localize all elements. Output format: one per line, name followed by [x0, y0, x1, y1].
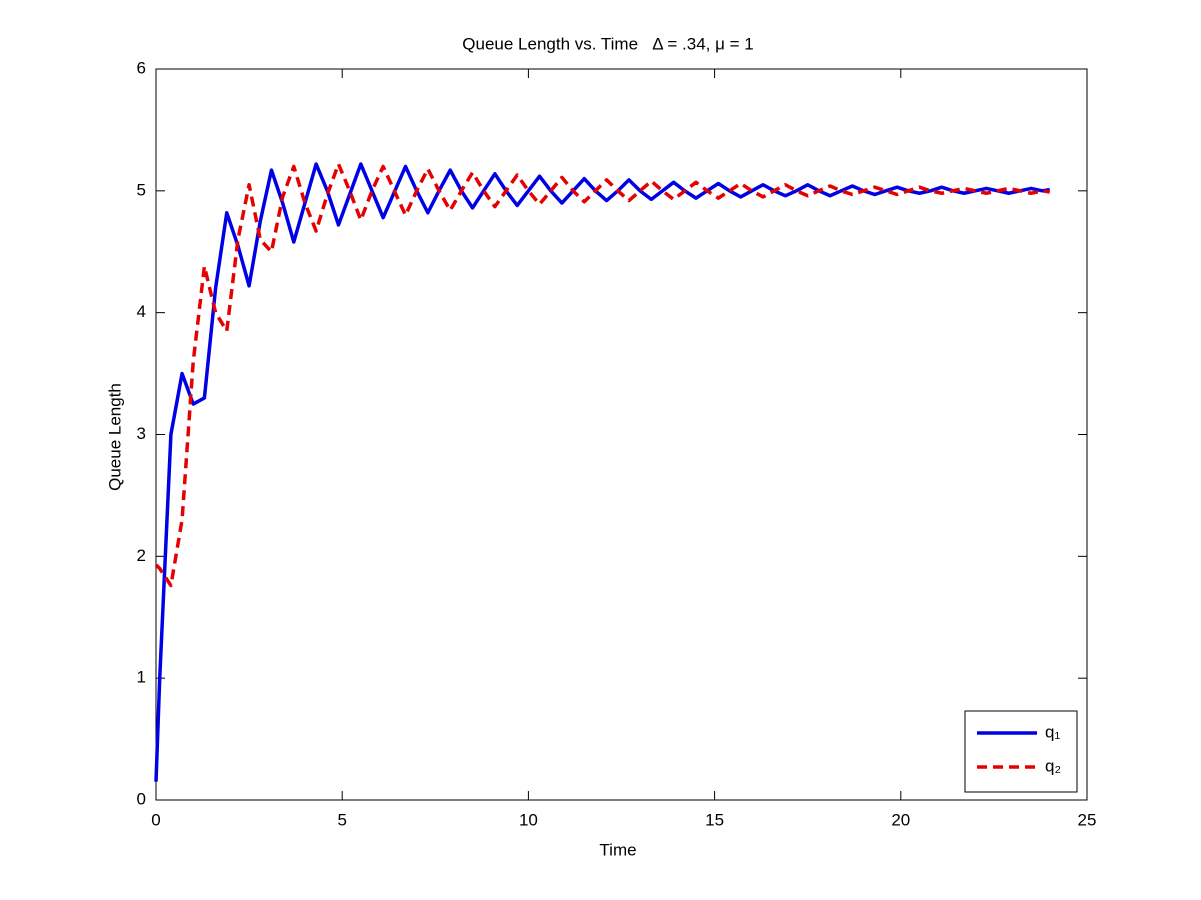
y-tick-label: 4	[137, 302, 146, 321]
x-axis-label: Time	[599, 840, 636, 859]
legend-box	[964, 710, 1078, 793]
chart-title: Queue Length vs. Time Δ = .34, μ = 1	[462, 34, 753, 53]
x-tick-label: 10	[519, 810, 538, 829]
y-tick-label: 1	[137, 668, 146, 687]
x-tick-label: 20	[891, 810, 910, 829]
legend-label: q₂	[1045, 756, 1061, 775]
plot-frame	[155, 68, 1088, 801]
y-tick-label: 3	[137, 424, 146, 443]
series-line	[154, 162, 1051, 588]
y-tick-label: 0	[137, 789, 146, 808]
x-tick-label: 0	[151, 810, 160, 829]
y-tick-label: 6	[137, 58, 146, 77]
y-tick-label: 5	[137, 180, 146, 199]
series-line	[154, 162, 1051, 782]
x-tick-label: 15	[705, 810, 724, 829]
legend-label: q₁	[1045, 722, 1060, 741]
y-axis-label: Queue Length	[105, 383, 124, 491]
x-tick-label: 25	[1078, 810, 1097, 829]
x-tick-label: 5	[337, 810, 346, 829]
y-tick-label: 2	[137, 546, 146, 565]
